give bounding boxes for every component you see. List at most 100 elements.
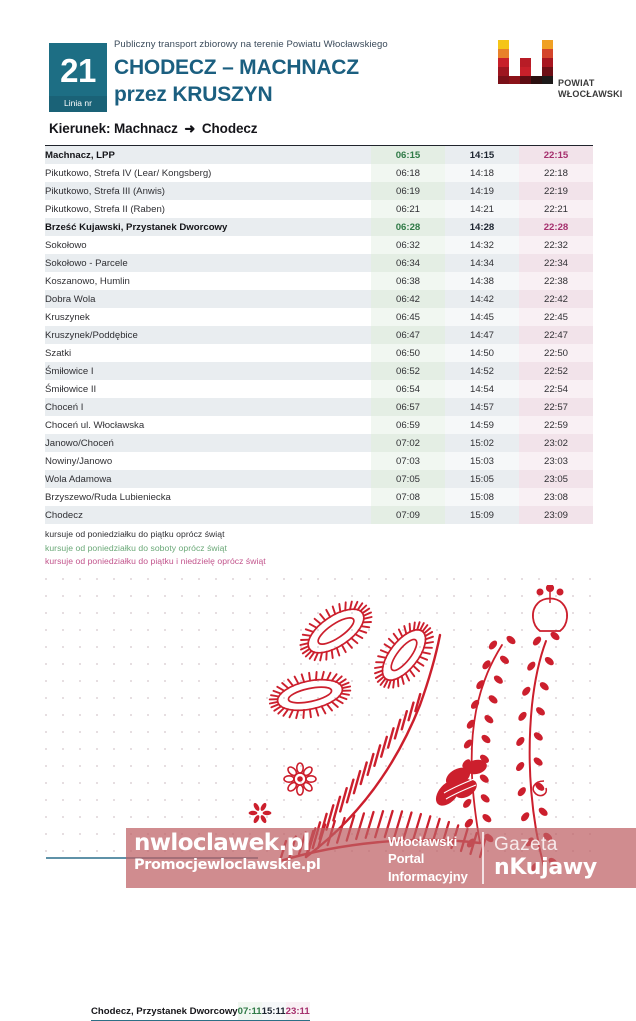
- line-number-badge: 21 Linia nr: [49, 43, 107, 108]
- departure-time: 14:59: [445, 416, 519, 434]
- departure-time: 06:47: [371, 326, 445, 344]
- departure-time: 15:03: [445, 452, 519, 470]
- operator-subtitle: Publiczny transport zbiorowy na terenie …: [114, 39, 388, 50]
- departure-time: 23:11: [286, 1002, 310, 1021]
- watermark-gazeta-line1: Gazeta: [494, 834, 597, 856]
- departure-time: 22:19: [519, 182, 593, 200]
- departure-time: 22:15: [519, 146, 593, 165]
- stop-name: Pikutkowo, Strefa IV (Lear/ Kongsberg): [45, 164, 371, 182]
- departure-time: 14:54: [445, 380, 519, 398]
- stop-name: Kruszynek: [45, 308, 371, 326]
- footnote: kursuje od poniedziałku do soboty oprócz…: [45, 542, 266, 556]
- stop-name: Śmiłowice I: [45, 362, 371, 380]
- stop-name: Sokołowo: [45, 236, 371, 254]
- departure-time: 22:54: [519, 380, 593, 398]
- watermark-brand-line2: Promocjewloclawskie.pl: [134, 857, 384, 874]
- powiat-wloclawski-logo-icon: [498, 40, 554, 84]
- departure-time: 15:09: [445, 506, 519, 524]
- stop-name: Janowo/Choceń: [45, 434, 371, 452]
- departure-time: 14:38: [445, 272, 519, 290]
- watermark-gazeta: Gazeta nKujawy: [494, 834, 597, 880]
- departure-time: 22:28: [519, 218, 593, 236]
- stop-name: Koszanowo, Humlin: [45, 272, 371, 290]
- watermark-portal-line1: Włocławski: [388, 833, 468, 850]
- direction-from: Machnacz: [114, 121, 178, 136]
- departure-time: 06:18: [371, 164, 445, 182]
- departure-time: 07:09: [371, 506, 445, 524]
- departure-time: 14:15: [445, 146, 519, 165]
- direction-label: Kierunek:: [49, 121, 110, 136]
- stop-name: Choceń ul. Włocławska: [45, 416, 371, 434]
- departure-time: 15:02: [445, 434, 519, 452]
- departure-time: 06:34: [371, 254, 445, 272]
- watermark-gazeta-line2: nKujawy: [494, 856, 597, 880]
- route-title-line2: przez KRUSZYN: [114, 82, 359, 109]
- stop-name: Śmiłowice II: [45, 380, 371, 398]
- departure-time: 14:52: [445, 362, 519, 380]
- departure-time: 23:05: [519, 470, 593, 488]
- departure-time: 22:42: [519, 290, 593, 308]
- stop-name: Chodecz, Przystanek Dworcowy: [91, 1002, 238, 1021]
- watermark-overlay: nwloclawek.pl Promocjewloclawskie.pl Wło…: [126, 828, 636, 888]
- county-logo-text: POWIAT WŁOCŁAWSKI: [558, 78, 623, 101]
- watermark-portal: Włocławski Portal Informacyjny: [388, 833, 468, 885]
- departure-time: 22:32: [519, 236, 593, 254]
- line-number-caption: Linia nr: [49, 96, 107, 112]
- departure-time: 14:42: [445, 290, 519, 308]
- departure-time: 22:45: [519, 308, 593, 326]
- stop-name: Szatki: [45, 344, 371, 362]
- stop-name: Pikutkowo, Strefa II (Raben): [45, 200, 371, 218]
- departure-time: 14:21: [445, 200, 519, 218]
- stop-name: Brześć Kujawski, Przystanek Dworcowy: [45, 218, 371, 236]
- direction-heading: Kierunek: Machnacz ➜ Chodecz: [49, 121, 257, 137]
- watermark-brand: nwloclawek.pl Promocjewloclawskie.pl: [134, 831, 384, 873]
- watermark-portal-line2: Portal: [388, 850, 468, 867]
- departure-time: 06:32: [371, 236, 445, 254]
- departure-time: 06:15: [371, 146, 445, 165]
- county-logo-text-line2: WŁOCŁAWSKI: [558, 89, 623, 100]
- departure-time: 14:32: [445, 236, 519, 254]
- departure-time: 22:34: [519, 254, 593, 272]
- departure-time: 22:47: [519, 326, 593, 344]
- departure-time: 06:21: [371, 200, 445, 218]
- stop-name: Kruszynek/Poddębice: [45, 326, 371, 344]
- watermark-divider: [482, 832, 484, 884]
- departure-time: 06:45: [371, 308, 445, 326]
- departure-time: 06:59: [371, 416, 445, 434]
- departure-time: 06:54: [371, 380, 445, 398]
- stop-name: Choceń I: [45, 398, 371, 416]
- line-number: 21: [49, 43, 107, 87]
- departure-time: 22:59: [519, 416, 593, 434]
- departure-time: 14:57: [445, 398, 519, 416]
- dotted-background-pattern: [45, 578, 593, 860]
- departure-time: 22:57: [519, 398, 593, 416]
- departure-time: 07:02: [371, 434, 445, 452]
- departure-time: 14:50: [445, 344, 519, 362]
- departure-time: 07:08: [371, 488, 445, 506]
- departure-time: 23:09: [519, 506, 593, 524]
- stop-name: Chodecz: [45, 506, 371, 524]
- stop-name: Brzyszewo/Ruda Lubieniecka: [45, 488, 371, 506]
- stop-name: Dobra Wola: [45, 290, 371, 308]
- departure-time: 14:28: [445, 218, 519, 236]
- departure-time: 23:08: [519, 488, 593, 506]
- footnote: kursuje od poniedziałku do piątku oprócz…: [45, 528, 266, 542]
- departure-time: 14:47: [445, 326, 519, 344]
